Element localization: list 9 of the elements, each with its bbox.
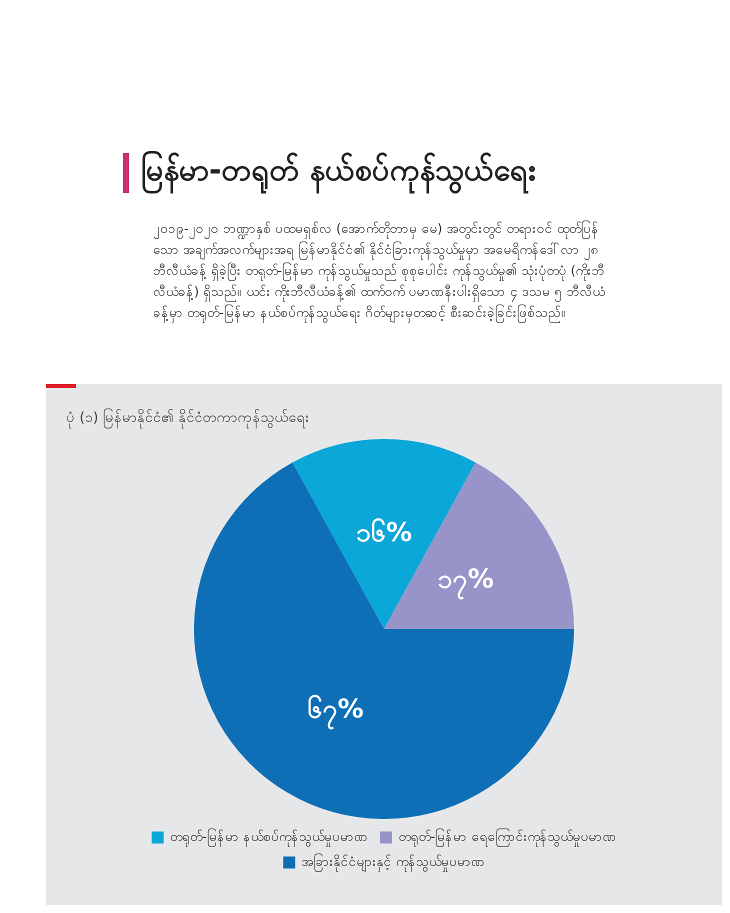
legend-label: တရုတ်-မြန်မာ ရေကြောင်းကုန်သွယ်မှုပမာဏ — [398, 828, 616, 847]
legend-label: တရုတ်-မြန်မာ နယ်စပ်ကုန်သွယ်မှုပမာဏ — [170, 828, 368, 847]
chart-subtitle: ၂၀၁၉-၂၀၂၀ ဘဏ္ဍာနှစ် ပထမရှစ်လ (အောက်တိုဘာမှ မေ) အတွင်းတွင် တရားဝင် ထုတ်ပြန်သော အချက်အလက်များအရ မြန်မာနိုင်ငံ၏ နိုင်ငံခြားကုန်သွယ်မှုမှာ အမေရိကန်ဒေါ်လာ ၂၈ ဘီလီယံခန့် ရှိခဲ့ပြီး တရုတ်-မြန်မာ ကုန်သွယ်မှုသည် စုစုပေါင်း ကုန်သွယ်မှု၏ သုံးပုံတပုံ (ကိုးဘီလီယံခန့်) ရှိသည်။ ယင်း ကိုးဘီလီယံခန့်၏ ထက်ဝက် ပမာဏနီးပါးရှိသော ၄ ဒသမ ၅ ဘီလီယံခန့်မှာ တရုတ်-မြန်မာ နယ်စပ်ကုန်သွယ်ရေး ဂိတ်များမှတဆင့် စီးဆင်းခဲ့ခြင်းဖြစ်သည်။ — [153, 220, 606, 324]
text: ပုံ (၁) မြန်မာနိုင်ငံ၏ နိုင်ငံတကာကုန်သွယ်ရေး — [65, 408, 310, 429]
data-label: ၆၇% — [308, 692, 364, 731]
data-label: ၁၇% — [438, 564, 494, 600]
data-label: ၁၆% — [356, 516, 412, 548]
chart-title: မြန်မာ-တရုတ် နယ်စပ်ကုန်သွယ်ရေး — [141, 150, 535, 195]
legend-label: အခြားနိုင်ငံများနှင့် ကုန်သွယ်မှုပမာဏ — [302, 852, 485, 872]
